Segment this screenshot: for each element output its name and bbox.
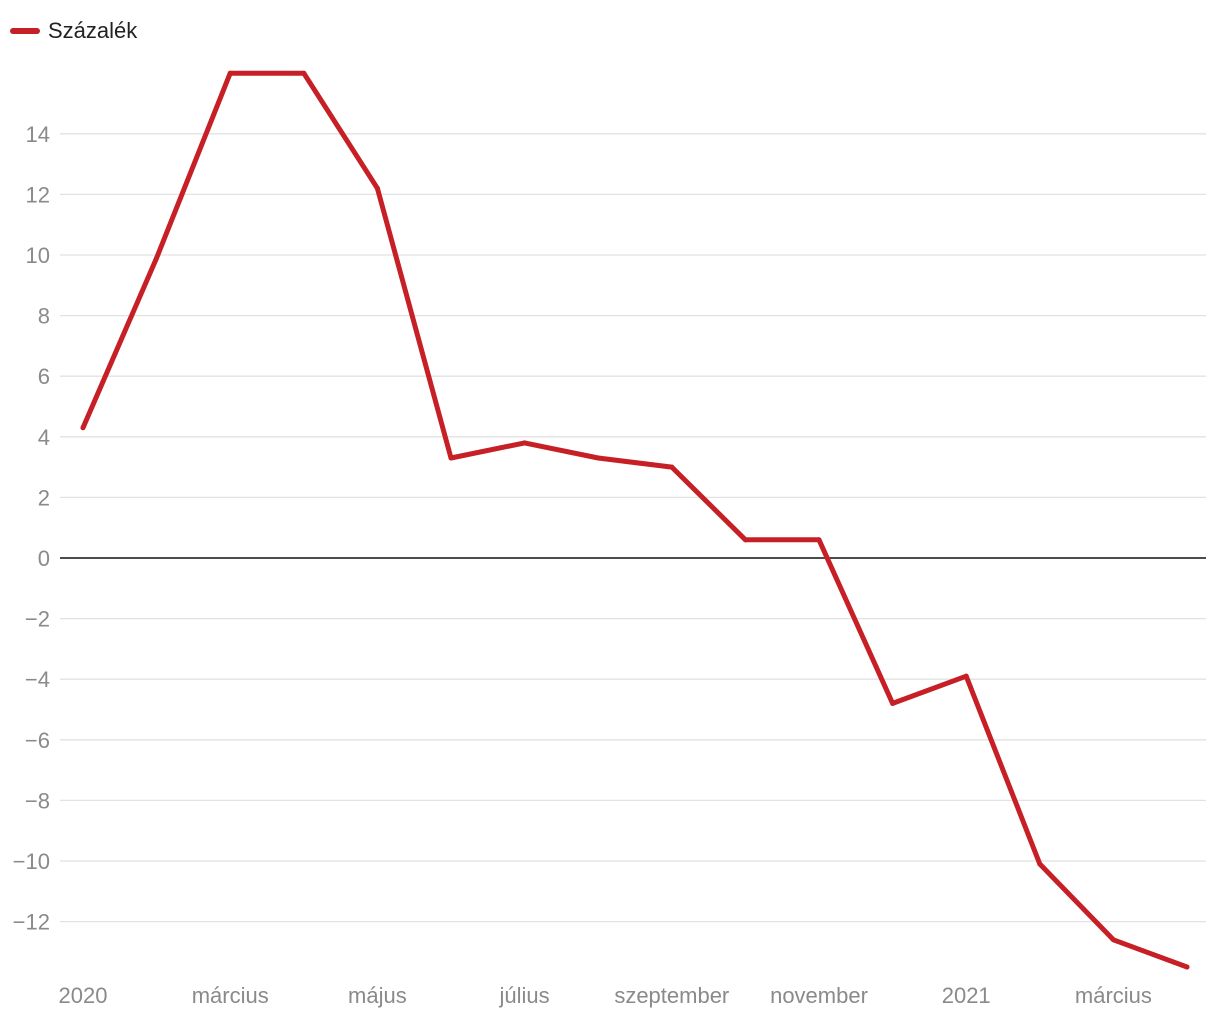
data-point — [448, 455, 454, 461]
y-tick-label: −12 — [13, 910, 50, 935]
data-point — [80, 425, 86, 431]
x-tick-label: november — [770, 983, 868, 1008]
legend: Százalék — [10, 18, 137, 44]
y-tick-label: 2 — [38, 485, 50, 510]
legend-swatch — [10, 28, 40, 34]
y-tick-label: 4 — [38, 425, 50, 450]
data-point — [1184, 964, 1190, 970]
data-point — [816, 537, 822, 543]
x-axis-ticks: 2020 március május július szeptember november… — [59, 983, 1152, 1008]
x-tick-label: 2021 — [942, 983, 991, 1008]
x-tick-label: július — [499, 983, 550, 1008]
x-tick-label: 2020 — [59, 983, 108, 1008]
y-tick-label: −10 — [13, 849, 50, 874]
data-point — [890, 700, 896, 706]
y-tick-label: −2 — [25, 607, 50, 632]
y-tick-label: 0 — [38, 546, 50, 571]
x-tick-label: március — [1075, 983, 1152, 1008]
series-layer — [80, 70, 1190, 970]
y-tick-label: −6 — [25, 728, 50, 753]
y-tick-label: 8 — [38, 304, 50, 329]
data-point — [669, 464, 675, 470]
data-point — [595, 455, 601, 461]
data-point — [963, 673, 969, 679]
data-point — [742, 537, 748, 543]
grid-lines — [60, 133, 1206, 923]
data-point — [154, 255, 160, 261]
y-tick-label: −8 — [25, 788, 50, 813]
x-tick-label: szeptember — [614, 983, 729, 1008]
data-point — [1110, 937, 1116, 943]
y-tick-label: 14 — [26, 122, 50, 147]
data-point — [1037, 861, 1043, 867]
x-tick-label: május — [348, 983, 407, 1008]
y-tick-label: 12 — [26, 182, 50, 207]
y-axis-ticks: 14 12 10 8 6 4 2 0 −2 −4 −6 −8 −10 −12 — [13, 122, 50, 935]
legend-label: Százalék — [48, 18, 138, 43]
series-line-szazalek — [80, 70, 1190, 970]
y-tick-label: 6 — [38, 364, 50, 389]
y-tick-label: 10 — [26, 243, 50, 268]
data-point — [522, 440, 528, 446]
data-point — [301, 70, 307, 76]
data-point — [374, 185, 380, 191]
x-tick-label: március — [192, 983, 269, 1008]
y-tick-label: −4 — [25, 667, 50, 692]
data-point — [227, 70, 233, 76]
